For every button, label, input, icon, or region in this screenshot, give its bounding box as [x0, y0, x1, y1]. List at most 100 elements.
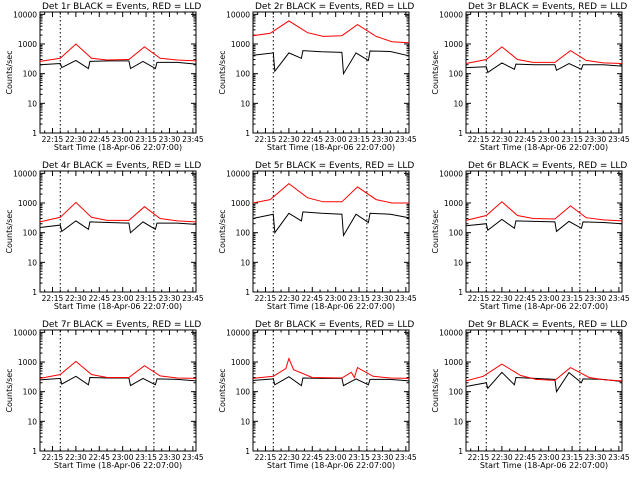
x-tick-label: 22:15: [42, 453, 64, 462]
y-tick-label: 10000: [13, 169, 37, 178]
x-tick-label: 23:30: [159, 453, 181, 462]
y-tick-label: 100: [23, 229, 38, 238]
y-tick-label: 10000: [226, 169, 250, 178]
y-axis-label: Counts/sec: [5, 209, 14, 253]
x-tick-label: 22:15: [42, 294, 64, 303]
x-tick-label: 22:15: [255, 294, 277, 303]
x-tick-label: 23:00: [325, 135, 347, 144]
y-tick-label: 1000: [231, 199, 250, 208]
y-tick-label: 10000: [439, 10, 463, 19]
plot-frame: [252, 170, 410, 293]
x-tick-label: 23:45: [395, 453, 417, 462]
chart-title: Det 6r BLACK = Events, RED = LLD: [468, 161, 627, 171]
x-tick-label: 22:15: [468, 453, 490, 462]
series-line-events: [465, 62, 623, 74]
x-tick-label: 22:45: [514, 294, 536, 303]
x-tick-label: 22:15: [468, 135, 490, 144]
x-tick-label: 22:30: [278, 294, 300, 303]
x-axis-label: Start Time (18-Apr-06 22:07:00): [480, 302, 608, 311]
y-tick-label: 10: [240, 417, 250, 426]
x-tick-label: 22:15: [255, 135, 277, 144]
chart-panel-9: 1 10 100 1000 10000 22:15 22:30 22:45 23:00 23:15…: [431, 320, 630, 470]
y-tick-label: 100: [236, 388, 251, 397]
chart-panel-6: 1 10 100 1000 10000 22:15 22:30 22:45 23:00 23:15…: [431, 161, 630, 311]
series-line-events: [465, 218, 623, 233]
x-tick-label: 23:45: [395, 135, 417, 144]
chart-panel-2: 1 10 100 1000 10000 22:15 22:30 22:45 23:00 23:15…: [218, 2, 417, 152]
chart-panel-7: 1 10 100 1000 10000 22:15 22:30 22:45 23:00 23:15…: [5, 320, 204, 470]
series-line-lld: [39, 201, 197, 223]
x-axis-label: Start Time (18-Apr-06 22:07:00): [480, 143, 608, 152]
series-line-lld: [252, 20, 410, 44]
y-tick-label: 10: [240, 258, 250, 267]
series-line-lld: [39, 43, 197, 62]
chart-title: Det 9r BLACK = Events, RED = LLD: [468, 320, 627, 330]
y-tick-label: 10: [240, 99, 250, 108]
series-line-lld: [252, 182, 409, 204]
y-tick-label: 10000: [439, 328, 463, 337]
series-line-events: [39, 220, 197, 234]
x-tick-label: 23:30: [372, 294, 394, 303]
x-tick-label: 23:00: [112, 453, 134, 462]
chart-panel-4: 1 10 100 1000 10000 22:15 22:30 22:45 23:00 23:15…: [5, 161, 204, 311]
y-tick-label: 100: [449, 229, 464, 238]
x-tick-label: 23:30: [372, 135, 394, 144]
x-tick-label: 22:30: [278, 135, 300, 144]
x-tick-label: 22:45: [301, 135, 323, 144]
y-tick-label: 100: [236, 70, 251, 79]
x-tick-label: 23:15: [348, 294, 370, 303]
x-tick-label: 23:15: [561, 135, 583, 144]
y-tick-label: 100: [236, 229, 251, 238]
y-tick-label: 1: [245, 288, 250, 297]
x-tick-label: 23:30: [585, 453, 607, 462]
y-tick-label: 1000: [231, 358, 250, 367]
y-tick-label: 10000: [226, 10, 250, 19]
y-tick-label: 1: [458, 288, 463, 297]
x-tick-label: 23:45: [395, 294, 417, 303]
series-line-events: [252, 376, 410, 387]
x-tick-label: 23:30: [159, 135, 181, 144]
y-tick-label: 10000: [226, 328, 250, 337]
x-tick-label: 22:30: [65, 294, 87, 303]
series-line-lld: [465, 46, 623, 64]
y-tick-label: 1000: [444, 40, 463, 49]
x-tick-label: 23:00: [538, 135, 560, 144]
y-tick-label: 100: [449, 70, 464, 79]
x-tick-label: 23:15: [348, 453, 370, 462]
y-tick-label: 10000: [13, 10, 37, 19]
x-tick-label: 23:45: [182, 135, 204, 144]
x-tick-label: 23:30: [372, 453, 394, 462]
x-tick-label: 23:15: [135, 135, 157, 144]
x-tick-label: 23:00: [325, 294, 347, 303]
y-tick-label: 1000: [444, 199, 463, 208]
x-tick-label: 22:45: [88, 294, 110, 303]
y-axis-label: Counts/sec: [5, 368, 14, 412]
y-tick-label: 100: [23, 388, 38, 397]
x-tick-label: 22:45: [88, 135, 110, 144]
x-tick-label: 22:30: [65, 453, 87, 462]
x-tick-label: 23:15: [135, 453, 157, 462]
x-axis-label: Start Time (18-Apr-06 22:07:00): [267, 461, 395, 470]
series-line-events: [39, 59, 197, 70]
x-tick-label: 23:45: [182, 453, 204, 462]
y-tick-label: 10000: [13, 328, 37, 337]
y-tick-label: 1: [458, 129, 463, 138]
chart-panel-3: 1 10 100 1000 10000 22:15 22:30 22:45 23:00 23:15…: [431, 2, 630, 152]
x-tick-label: 22:30: [278, 453, 300, 462]
x-tick-label: 22:45: [514, 135, 536, 144]
x-tick-label: 23:15: [348, 135, 370, 144]
y-tick-label: 10000: [439, 169, 463, 178]
plot-frame: [465, 329, 623, 452]
x-tick-label: 23:15: [135, 294, 157, 303]
x-tick-label: 22:15: [42, 135, 64, 144]
chart-panel-8: 1 10 100 1000 10000 22:15 22:30 22:45 23:00 23:15…: [218, 320, 417, 470]
y-tick-label: 10: [453, 258, 463, 267]
plot-frame: [252, 11, 410, 134]
x-tick-label: 23:30: [585, 294, 607, 303]
y-tick-label: 10: [453, 417, 463, 426]
plot-frame: [465, 170, 623, 293]
plot-frame: [465, 11, 623, 134]
y-tick-label: 10: [27, 417, 37, 426]
x-tick-label: 22:45: [514, 453, 536, 462]
